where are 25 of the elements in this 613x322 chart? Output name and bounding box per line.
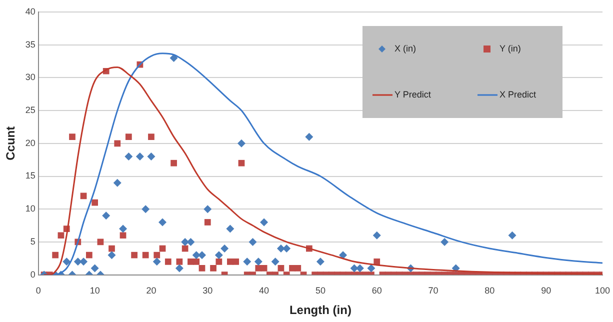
y-axis-title: Ccunt — [4, 126, 18, 160]
y-tick-label: 25 — [25, 105, 36, 116]
legend-label: X (in) — [394, 43, 416, 54]
x-tick-label: 70 — [428, 286, 438, 296]
x-tick-label: 90 — [541, 286, 552, 296]
y-tick-label: 20 — [25, 138, 36, 148]
x-tick-label: 80 — [484, 286, 495, 296]
y-tick-label: 15 — [25, 170, 36, 181]
x-tick-label: 50 — [315, 286, 326, 296]
legend-label: Y Predict — [394, 89, 432, 100]
x-axis-title: Length (in) — [289, 303, 352, 318]
y-tick-label: 10 — [25, 204, 36, 214]
y-tick-label: 40 — [25, 6, 36, 16]
x-tick-label: 10 — [90, 286, 100, 296]
legend-label: X Predict — [499, 89, 537, 100]
y-tick-label: 5 — [30, 236, 36, 246]
x-tick-label: 20 — [146, 286, 156, 296]
y-tick-label: 35 — [25, 39, 36, 50]
x-tick-label: 60 — [372, 286, 382, 296]
x-tick-label: 100 — [594, 286, 610, 296]
y-tick-label: 0 — [30, 269, 36, 280]
y-tick-label: 30 — [25, 72, 36, 82]
x-tick-label: 40 — [259, 286, 270, 296]
legend-label: Y (in) — [499, 43, 521, 54]
x-tick-label: 30 — [202, 286, 213, 296]
